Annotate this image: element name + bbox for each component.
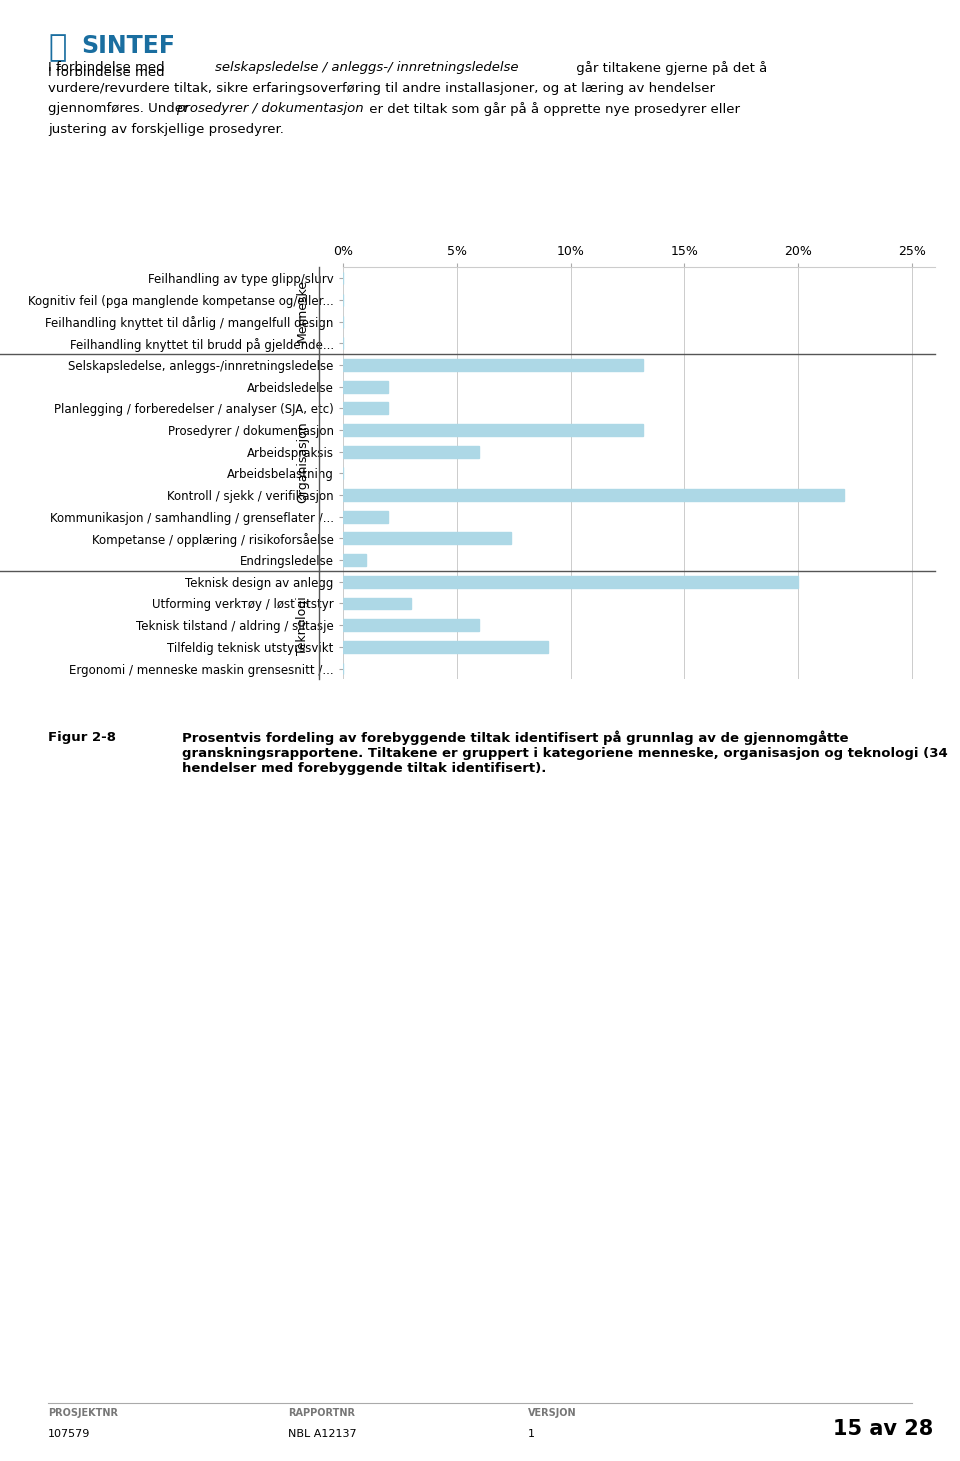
Bar: [343, 598, 411, 609]
Text: gjennomføres. Under: gjennomføres. Under: [48, 102, 193, 115]
Bar: [343, 554, 366, 565]
Text: 107579: 107579: [48, 1429, 90, 1439]
Text: Prosentvis fordeling av forebyggende tiltak identifisert på grunnlag av de gjenn: Prosentvis fordeling av forebyggende til…: [182, 730, 948, 776]
Bar: [343, 641, 548, 653]
Text: er det tiltak som går på å opprette nye prosedyrer eller: er det tiltak som går på å opprette nye …: [365, 102, 740, 117]
Text: 1: 1: [528, 1429, 535, 1439]
Text: I forbindelse med: I forbindelse med: [48, 61, 169, 75]
Bar: [343, 424, 643, 435]
Text: Teknologi: Teknologi: [296, 596, 309, 655]
Text: justering av forskjellige prosedyrer.: justering av forskjellige prosedyrer.: [48, 123, 284, 136]
Text: 15 av 28: 15 av 28: [833, 1419, 933, 1439]
Text: VERSJON: VERSJON: [528, 1408, 577, 1419]
Bar: [343, 359, 643, 371]
Text: Figur 2-8: Figur 2-8: [48, 730, 116, 744]
Bar: [343, 489, 844, 501]
Text: vurdere/revurdere tiltak, sikre erfaringsoverføring til andre installasjoner, og: vurdere/revurdere tiltak, sikre erfaring…: [48, 82, 715, 95]
Text: NBL A12137: NBL A12137: [288, 1429, 356, 1439]
Bar: [343, 511, 388, 523]
Text: RAPPORTNR: RAPPORTNR: [288, 1408, 355, 1419]
Text: PROSJEKTNR: PROSJEKTNR: [48, 1408, 118, 1419]
Bar: [343, 402, 388, 415]
Bar: [343, 532, 512, 545]
Text: Organisasjon: Organisasjon: [296, 422, 309, 504]
Bar: [343, 446, 479, 457]
Bar: [343, 576, 799, 587]
Text: går tiltakene gjerne på det å: går tiltakene gjerne på det å: [572, 61, 767, 76]
Bar: [343, 619, 479, 631]
Text: selskapsledelse / anleggs-/ innretningsledelse: selskapsledelse / anleggs-/ innretningsl…: [215, 61, 518, 75]
Text: prosedyrer / dokumentasjon: prosedyrer / dokumentasjon: [176, 102, 363, 115]
Text: I forbindelse med: I forbindelse med: [48, 66, 169, 79]
Text: Ⓢ: Ⓢ: [48, 34, 66, 63]
Bar: [343, 381, 388, 393]
Text: Menneske: Menneske: [296, 279, 309, 342]
Text: SINTEF: SINTEF: [82, 34, 176, 57]
